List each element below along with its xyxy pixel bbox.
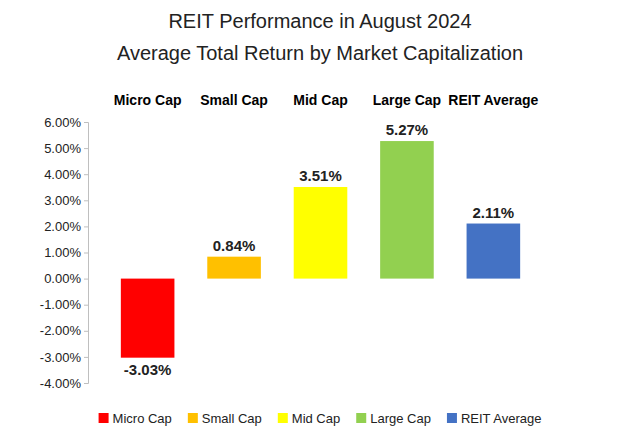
y-tick-label: 3.00% (44, 193, 81, 208)
y-tick-mark (84, 279, 88, 280)
y-tick-mark (84, 174, 88, 175)
data-label: 5.27% (386, 121, 429, 138)
y-tick-label: 5.00% (44, 141, 81, 156)
title: REIT Performance in August 2024 (168, 10, 471, 32)
x-tick: Micro Cap (114, 92, 182, 108)
legend-label: Micro Cap (113, 411, 172, 426)
y-tick: 2.00% (44, 219, 88, 234)
x-tick: Small Cap (200, 92, 268, 108)
legend-label: REIT Average (461, 411, 541, 426)
legend-label: Small Cap (202, 411, 262, 426)
legend-label: Large Cap (370, 411, 431, 426)
legend-item: Mid Cap (278, 411, 340, 426)
y-tick-mark (84, 253, 88, 254)
y-tick-label: 1.00% (44, 245, 81, 260)
y-axis-line (84, 123, 89, 384)
legend-item: REIT Average (447, 411, 541, 426)
y-tick: 5.00% (44, 141, 88, 156)
y-tick-mark (84, 200, 88, 201)
bar (380, 141, 434, 279)
y-tick-mark (84, 357, 88, 358)
data-label: 2.11% (473, 204, 515, 221)
x-tick: Mid Cap (293, 92, 347, 108)
x-tick-label: REIT Average (448, 92, 538, 108)
legend-label: Mid Cap (292, 411, 340, 426)
legend-swatch (99, 413, 109, 423)
y-axis: -4.00% -3.00% -2.00% -1.00% 0.00% 1.00% 2.00% 3… (40, 115, 89, 391)
legend-swatch (447, 413, 457, 423)
bars (121, 141, 520, 358)
y-tick: -3.00% (40, 350, 88, 365)
y-tick-label: 2.00% (44, 219, 81, 234)
legend: Micro Cap Small Cap Mid Cap Large Cap REIT A… (99, 411, 542, 426)
y-tick: 6.00% (44, 115, 88, 130)
x-tick-label: Large Cap (373, 92, 441, 108)
y-tick-mark (84, 331, 88, 332)
x-tick: Large Cap (373, 92, 441, 108)
x-axis: Micro Cap Small Cap Mid Cap Large Cap REIT A… (114, 92, 539, 108)
y-tick-mark (84, 226, 88, 227)
y-tick-label: 6.00% (44, 115, 81, 130)
x-tick-label: Mid Cap (293, 92, 347, 108)
y-tick-label: 4.00% (44, 167, 81, 182)
background (0, 0, 640, 445)
bar (207, 257, 261, 279)
bar (467, 224, 521, 279)
y-tick: 4.00% (44, 167, 88, 182)
y-tick-label: -1.00% (40, 297, 82, 312)
x-tick-label: Small Cap (200, 92, 268, 108)
legend-swatch (278, 413, 288, 423)
legend-item: Micro Cap (99, 411, 172, 426)
y-tick: -4.00% (40, 376, 88, 391)
legend-swatch (356, 413, 366, 423)
legend-swatch (188, 413, 198, 423)
legend-item: Small Cap (188, 411, 262, 426)
chart: REIT Performance in August 2024 Average T… (0, 0, 640, 445)
y-tick-mark (84, 148, 88, 149)
y-tick: 1.00% (44, 245, 88, 260)
data-label: 0.84% (213, 237, 256, 254)
y-tick-mark (84, 122, 88, 123)
bar (294, 187, 348, 279)
y-tick: 0.00% (44, 271, 88, 286)
subtitle: Average Total Return by Market Capitaliz… (117, 42, 523, 64)
data-label: 3.51% (299, 167, 342, 184)
y-tick-label: -3.00% (40, 350, 82, 365)
bar (121, 279, 175, 358)
y-tick-label: 0.00% (44, 271, 81, 286)
x-tick-label: Micro Cap (114, 92, 182, 108)
y-tick-label: -4.00% (40, 376, 82, 391)
x-tick: REIT Average (448, 92, 538, 108)
data-labels: -3.03% 0.84% 3.51% 5.27% 2.11% (124, 121, 514, 378)
y-tick: -2.00% (40, 323, 88, 338)
legend-item: Large Cap (356, 411, 431, 426)
y-tick-mark (84, 383, 88, 384)
y-tick-mark (84, 305, 88, 306)
data-label: -3.03% (124, 361, 172, 378)
y-tick: 3.00% (44, 193, 88, 208)
y-tick-label: -2.00% (40, 323, 82, 338)
y-tick: -1.00% (40, 297, 88, 312)
